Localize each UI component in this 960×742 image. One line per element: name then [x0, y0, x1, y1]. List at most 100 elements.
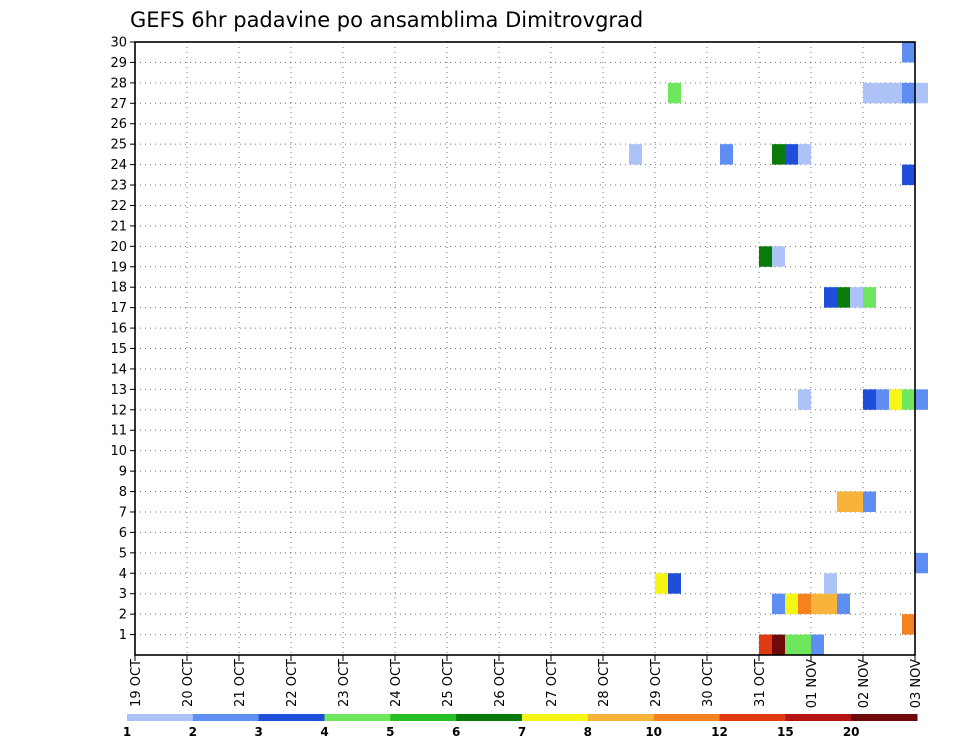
heatmap-cell [798, 634, 811, 655]
heatmap-cell [863, 491, 876, 512]
colorbar-label: 5 [386, 725, 394, 739]
heatmap-cell [772, 634, 785, 655]
x-tick-label: 23 OCT [337, 659, 352, 707]
x-axis: 19 OCT 20 OCT 21 OCT 22 OCT 23 OCT 24 OCT 25 O… [129, 655, 924, 708]
y-tick-label: 22 [110, 199, 127, 214]
cells-layer [629, 42, 928, 655]
y-tick-label: 5 [119, 546, 127, 561]
y-tick-label: 18 [110, 281, 127, 296]
heatmap-cell [902, 389, 915, 410]
colorbar-label: 4 [320, 725, 328, 739]
x-tick-label: 02 NOV [857, 659, 872, 708]
heatmap-cell [824, 573, 837, 594]
heatmap-cell [850, 491, 863, 512]
x-tick-label: 31 OCT [753, 659, 768, 707]
heatmap-cell [759, 634, 772, 655]
heatmap-cell [863, 389, 876, 410]
y-tick-label: 27 [110, 97, 127, 112]
heatmap-cell [629, 144, 642, 165]
colorbar-segment [192, 714, 260, 721]
heatmap-cell [863, 287, 876, 308]
y-tick-label: 16 [110, 322, 127, 337]
y-tick-label: 25 [110, 138, 127, 153]
heatmap-cell [772, 593, 785, 615]
y-tick-label: 30 [110, 36, 127, 51]
colorbar-label: 20 [843, 725, 860, 739]
heatmap-cell [720, 144, 733, 165]
colorbar-label: 3 [254, 725, 262, 739]
y-tick-label: 19 [110, 260, 127, 275]
x-tick-label: 25 OCT [441, 659, 456, 707]
heatmap-cell [902, 164, 915, 186]
heatmap-cell [889, 389, 902, 410]
y-tick-label: 14 [110, 362, 127, 377]
y-tick-label: 6 [119, 526, 127, 541]
x-tick-label: 29 OCT [649, 659, 664, 707]
colorbar-segment [851, 714, 918, 721]
colorbar-segment [127, 714, 194, 721]
heatmap-cell [876, 389, 889, 410]
heatmap-cell [837, 491, 850, 512]
colorbar-segment [522, 714, 589, 721]
colorbar-label: 7 [518, 725, 526, 739]
colorbar-label: 15 [777, 725, 794, 739]
y-tick-label: 29 [110, 56, 127, 71]
colorbar-segment [719, 714, 786, 721]
x-tick-label: 20 OCT [181, 659, 196, 707]
colorbar-label: 10 [645, 725, 662, 739]
colorbar-segment [390, 714, 457, 721]
y-tick-label: 20 [110, 240, 127, 255]
colorbar-segment [587, 714, 655, 721]
x-tick-label: 21 OCT [233, 659, 248, 707]
colorbar-segment [653, 714, 720, 721]
x-tick-label: 24 OCT [389, 659, 404, 707]
colorbar-segment [785, 714, 852, 721]
heatmap-cell [863, 82, 876, 104]
heatmap-cell [772, 144, 785, 165]
heatmap-cell [876, 82, 889, 104]
x-tick-label: 30 OCT [701, 659, 716, 707]
y-tick-label: 15 [110, 342, 127, 357]
heatmap-cell [655, 573, 668, 594]
heatmap-cell [772, 246, 785, 267]
y-tick-label: 11 [110, 424, 127, 439]
heatmap-cell [785, 634, 798, 655]
heatmap-cell [889, 82, 902, 104]
y-tick-label: 8 [119, 485, 127, 500]
grid-layer [135, 42, 915, 655]
heatmap-cell [798, 593, 811, 615]
colorbar-segment [324, 714, 391, 721]
colorbar-label: 6 [452, 725, 460, 739]
heatmap-cell [915, 389, 928, 410]
heatmap-cell [759, 246, 772, 267]
heatmap-cell [811, 593, 824, 615]
y-tick-label: 7 [119, 505, 127, 520]
x-tick-label: 03 NOV [909, 659, 924, 708]
heatmap-cell [902, 82, 915, 104]
heatmap-cell [811, 634, 824, 655]
heatmap-cell [850, 287, 863, 308]
heatmap-cell [824, 593, 837, 615]
y-tick-label: 23 [110, 179, 127, 194]
heatmap-cell [915, 552, 928, 574]
y-axis: 1234567891011121314151617181920212223242… [110, 36, 135, 643]
x-tick-label: 26 OCT [493, 659, 508, 707]
colorbar-segment [258, 714, 325, 721]
y-tick-label: 17 [110, 301, 127, 316]
y-tick-label: 2 [119, 608, 127, 623]
y-tick-label: 12 [110, 403, 127, 418]
colorbar: 1 2 3 4 5 6 7 8 10 12 15 20 [123, 714, 918, 739]
y-tick-label: 26 [110, 117, 127, 132]
heatmap-cell [902, 42, 915, 63]
heatmap-cell [837, 287, 850, 308]
colorbar-label: 1 [123, 725, 131, 739]
y-tick-label: 24 [110, 158, 127, 173]
heatmap-cell [668, 82, 681, 104]
x-tick-label: 28 OCT [597, 659, 612, 707]
y-tick-label: 21 [110, 219, 127, 234]
y-tick-label: 1 [119, 628, 127, 643]
x-tick-label: 27 OCT [545, 659, 560, 707]
colorbar-label: 2 [189, 725, 197, 739]
y-tick-label: 10 [110, 444, 127, 459]
